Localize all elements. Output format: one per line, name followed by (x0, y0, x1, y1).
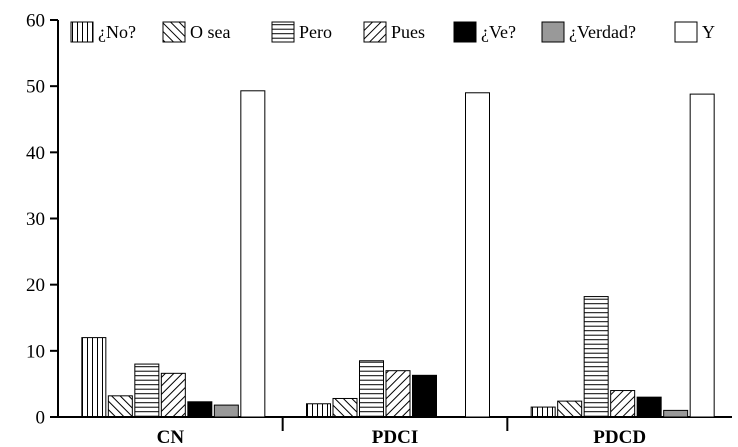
legend-label: ¿No? (98, 22, 136, 42)
bar (160, 372, 186, 418)
y-tick-label: 0 (36, 408, 46, 429)
bar (134, 363, 160, 418)
bars (81, 90, 715, 418)
bar (663, 409, 689, 418)
y-tick-label: 40 (26, 143, 45, 164)
y-tick-label: 50 (26, 77, 45, 98)
category-label: PDCI (372, 427, 418, 447)
legend-label: Pues (391, 22, 425, 42)
legend-swatch (674, 21, 698, 43)
legend-label: Y (702, 22, 715, 42)
bar (412, 374, 437, 418)
bar (583, 296, 609, 418)
legend-label: O sea (190, 22, 230, 42)
legend-swatch (541, 21, 565, 43)
bar (213, 404, 239, 418)
category-label: PDCD (593, 427, 646, 447)
bar (359, 360, 384, 418)
legend-swatch (453, 21, 477, 43)
y-tick-label: 60 (26, 11, 45, 32)
bar (306, 403, 331, 418)
bar (385, 370, 411, 418)
bar (610, 390, 636, 418)
bar (81, 337, 107, 418)
legend-label: ¿Verdad? (569, 22, 636, 42)
bar (107, 395, 133, 418)
bar (636, 396, 662, 418)
bar (332, 397, 358, 418)
bar (689, 93, 715, 418)
legend-label: ¿Ve? (481, 22, 516, 42)
legend-label: Pero (299, 22, 332, 42)
x-axis: CN PDCI PDCD (58, 416, 732, 447)
y-tick-label: 10 (26, 341, 45, 362)
y-axis: 0 10 20 30 40 50 60 (26, 11, 59, 429)
y-tick-label: 30 (26, 209, 45, 230)
legend-swatch (363, 21, 387, 43)
bar (530, 406, 556, 418)
legend-swatch (162, 21, 186, 43)
legend: ¿No? O sea Pero Pues ¿Ve? ¿Verdad? Y (70, 21, 715, 43)
bar (557, 400, 583, 418)
legend-swatch (70, 21, 94, 43)
legend-swatch (271, 21, 295, 43)
bar (465, 92, 490, 418)
category-label: CN (157, 427, 185, 447)
bar (240, 90, 266, 418)
y-tick-label: 20 (26, 275, 45, 296)
bar (187, 401, 213, 418)
